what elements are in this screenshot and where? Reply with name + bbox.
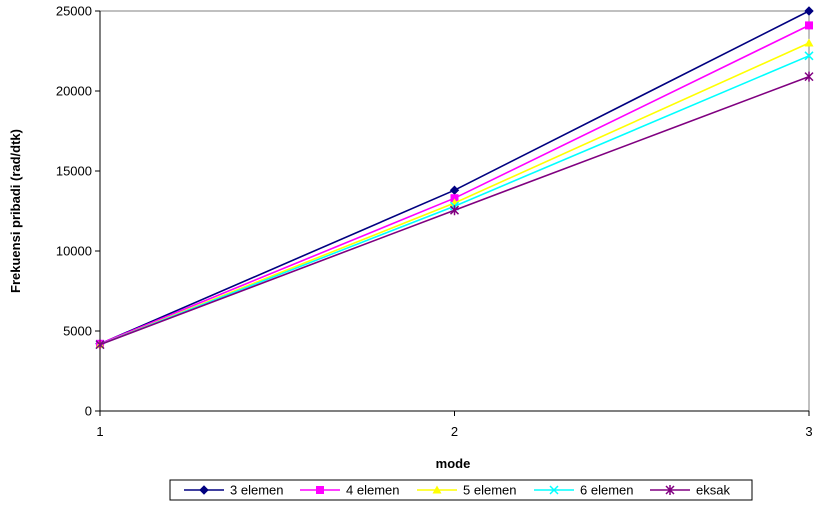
legend-label: 5 elemen	[463, 483, 516, 498]
x-tick-label: 2	[451, 424, 458, 439]
y-tick-label: 15000	[56, 164, 92, 179]
x-tick-label: 3	[805, 424, 812, 439]
x-axis: 1 2 3	[96, 410, 813, 439]
legend-swatch-marker	[549, 485, 559, 495]
legend-label: eksak	[696, 483, 730, 498]
legend-item: 3 elemen	[184, 483, 283, 498]
legend-swatch-marker	[199, 485, 209, 495]
legend-label: 3 elemen	[230, 483, 283, 498]
data-point-marker	[95, 339, 105, 350]
data-point-marker	[450, 194, 459, 203]
y-tick-label: 0	[85, 404, 92, 419]
series-3-elemen	[95, 6, 814, 349]
legend-box	[169, 479, 753, 501]
legend-swatch-marker	[316, 486, 324, 494]
x-axis-title: mode	[436, 456, 471, 471]
legend-label: 4 elemen	[346, 483, 399, 498]
data-point-marker	[449, 205, 460, 216]
data-point-marker	[804, 38, 814, 47]
data-point-marker	[804, 71, 814, 82]
data-point-marker	[449, 185, 460, 195]
y-axis: 0 5000 10000 15000 20000 25000	[56, 4, 101, 419]
y-axis-title: Frekuensi pribadi (rad/dtk)	[8, 129, 23, 293]
legend: 3 elemen 4 elemen 5 elemen 6 elemen eksak	[169, 479, 753, 501]
legend-item: 4 elemen	[300, 483, 399, 498]
data-point-marker	[805, 21, 813, 30]
data-point-marker	[804, 6, 814, 16]
series-line	[99, 10, 810, 345]
y-tick-label: 10000	[56, 244, 92, 259]
series-line	[99, 24, 810, 345]
legend-swatch-marker	[432, 485, 442, 494]
legend-item: 5 elemen	[417, 483, 516, 498]
y-tick-label: 20000	[56, 84, 92, 99]
legend-label: 6 elemen	[580, 483, 633, 498]
legend-swatch-marker	[665, 485, 675, 495]
legend-item: 6 elemen	[534, 483, 633, 498]
y-tick-label: 25000	[56, 4, 92, 19]
series-group	[95, 6, 814, 350]
legend-item: eksak	[650, 483, 730, 498]
x-tick-label: 1	[96, 424, 103, 439]
y-tick-label: 5000	[63, 324, 92, 339]
series-eksak	[95, 71, 814, 350]
data-point-marker	[804, 51, 814, 61]
